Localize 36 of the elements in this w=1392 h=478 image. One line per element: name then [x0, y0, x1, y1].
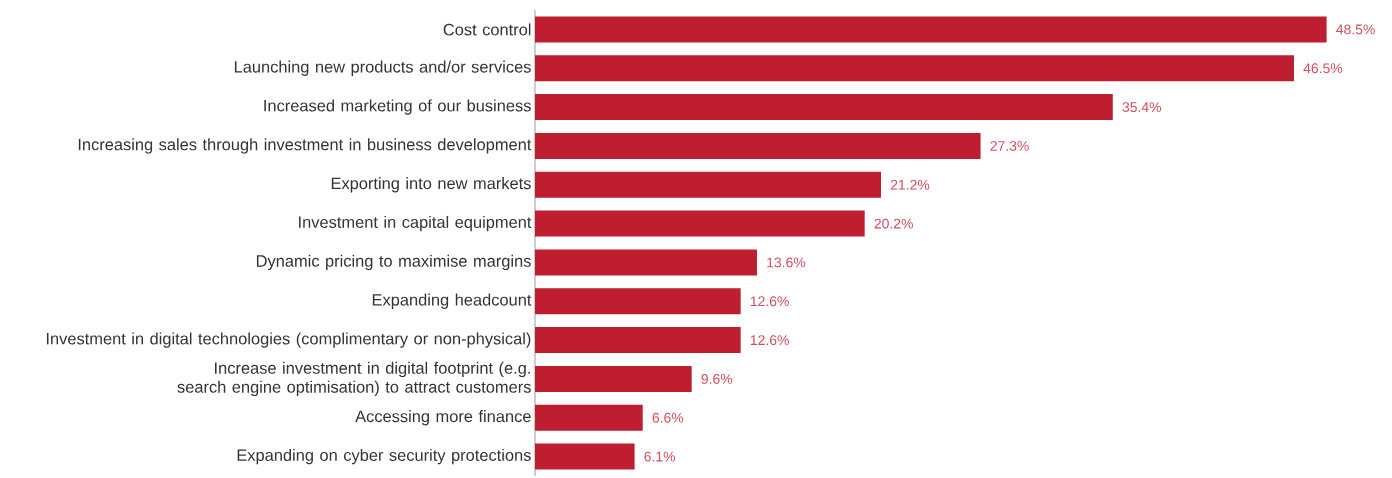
- data-label: 20.2%: [874, 218, 913, 229]
- bar: [535, 443, 635, 470]
- y-tick-label: Dynamic pricing to maximise margins: [256, 254, 531, 271]
- data-label: 48.5%: [1336, 24, 1375, 35]
- y-tick-label: Increase investment in digital footprint (e.g. search engine optimisation) to attract customers: [177, 361, 531, 397]
- data-label: 6.6%: [652, 412, 684, 423]
- bar: [535, 249, 757, 276]
- bar: [535, 132, 981, 159]
- data-label: 12.6%: [750, 335, 789, 346]
- y-tick-label: Launching new products and/or services: [234, 60, 531, 76]
- data-label: 6.1%: [644, 451, 676, 462]
- y-tick-label: Expanding headcount: [372, 293, 532, 309]
- bar: [535, 16, 1327, 43]
- y-tick-label: Cost control: [443, 23, 531, 36]
- y-tick-label: Expanding on cyber security protections: [237, 448, 531, 465]
- y-tick-label: Increased marketing of our business: [264, 99, 531, 115]
- y-tick-label: Accessing more finance: [355, 410, 531, 426]
- bar: [535, 365, 692, 392]
- y-tick-label: Investment in digital technologies (complimentary or non-physical): [46, 332, 531, 348]
- bar: [535, 94, 1113, 121]
- data-label: 35.4%: [1122, 102, 1162, 113]
- data-label: 12.6%: [750, 296, 789, 307]
- y-tick-label: Investment in capital equipment: [299, 215, 532, 232]
- bar: [535, 327, 741, 354]
- data-label: 21.2%: [890, 179, 930, 190]
- y-tick-label: Exporting into new markets: [331, 177, 531, 193]
- data-label: 9.6%: [701, 373, 733, 384]
- y-tick-label: Increasing sales through investment in business development: [78, 138, 532, 154]
- bar: [535, 55, 1294, 82]
- data-label: 27.3%: [990, 140, 1029, 151]
- bar: [535, 171, 882, 198]
- bar: [535, 288, 741, 315]
- bar: [535, 404, 643, 431]
- bar: [535, 210, 865, 237]
- data-label: 13.6%: [767, 257, 806, 268]
- data-label: 46.5%: [1303, 63, 1343, 74]
